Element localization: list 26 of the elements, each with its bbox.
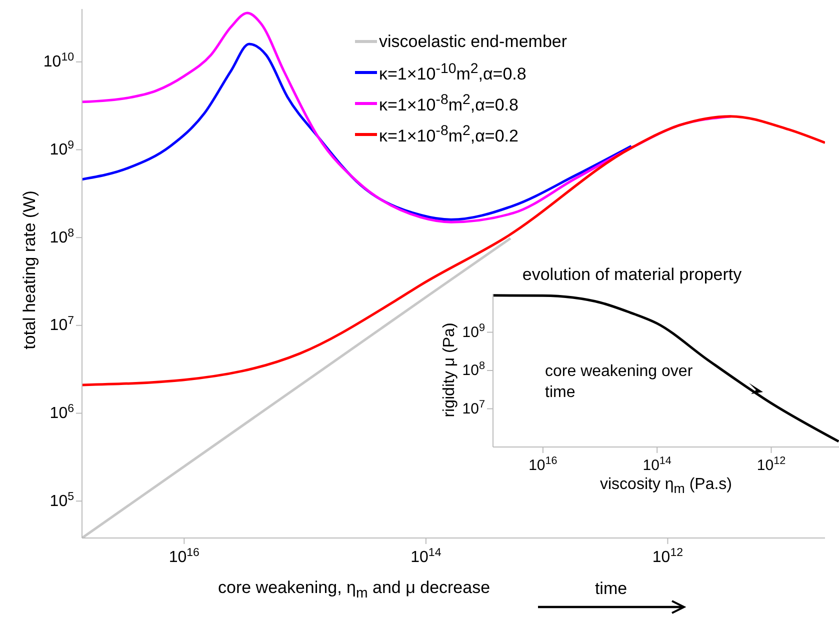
y-tick-label: 10$^{8}$ [50, 227, 74, 246]
x-axis-title: viscosity η$_{m}$ (Pa.s) [600, 476, 732, 496]
y-tick-label: 10$^{6}$ [50, 403, 74, 422]
y-tick-label: 10$^{7}$ [50, 315, 74, 334]
y-tick-label: 10$^{7}$ [462, 398, 485, 418]
y-axis-title: total heating rate (W) [20, 190, 40, 350]
y-tick-label: 10$^{9}$ [50, 140, 74, 159]
legend-label: κ=1×10$^{-10}$m$^{2}$,α=0.8 [379, 60, 526, 84]
text: time [594, 578, 628, 600]
x-tick-label: 10$^{12}$ [652, 547, 684, 566]
annotation: core weakening over time [545, 362, 694, 403]
x-tick-label: 10$^{14}$ [410, 547, 442, 566]
y-axis-title: rigidity μ (Pa) [441, 322, 459, 418]
legend-label: κ=1×10$^{-8}$m$^{2}$,α=0.2 [379, 122, 518, 146]
x-tick-label: 10$^{16}$ [528, 455, 558, 474]
chart-title: evolution of material property [522, 265, 742, 285]
y-tick-label: 10$^{5}$ [50, 490, 74, 510]
legend-label: viscoelastic end-member [379, 32, 568, 52]
x-axis-title: core weakening, η$_{m}$ and μ decrease [218, 578, 490, 602]
y-tick-label: 10$^{9}$ [462, 322, 485, 341]
y-tick-label: 10$^{8}$ [462, 360, 485, 379]
x-tick-label: 10$^{14}$ [642, 455, 672, 474]
y-tick-label: 10$^{10}$ [43, 52, 74, 71]
legend-label: κ=1×10$^{-8}$m$^{2}$,α=0.8 [379, 92, 518, 116]
x-tick-label: 10$^{16}$ [168, 547, 200, 566]
x-tick-label: 10$^{12}$ [756, 455, 786, 474]
